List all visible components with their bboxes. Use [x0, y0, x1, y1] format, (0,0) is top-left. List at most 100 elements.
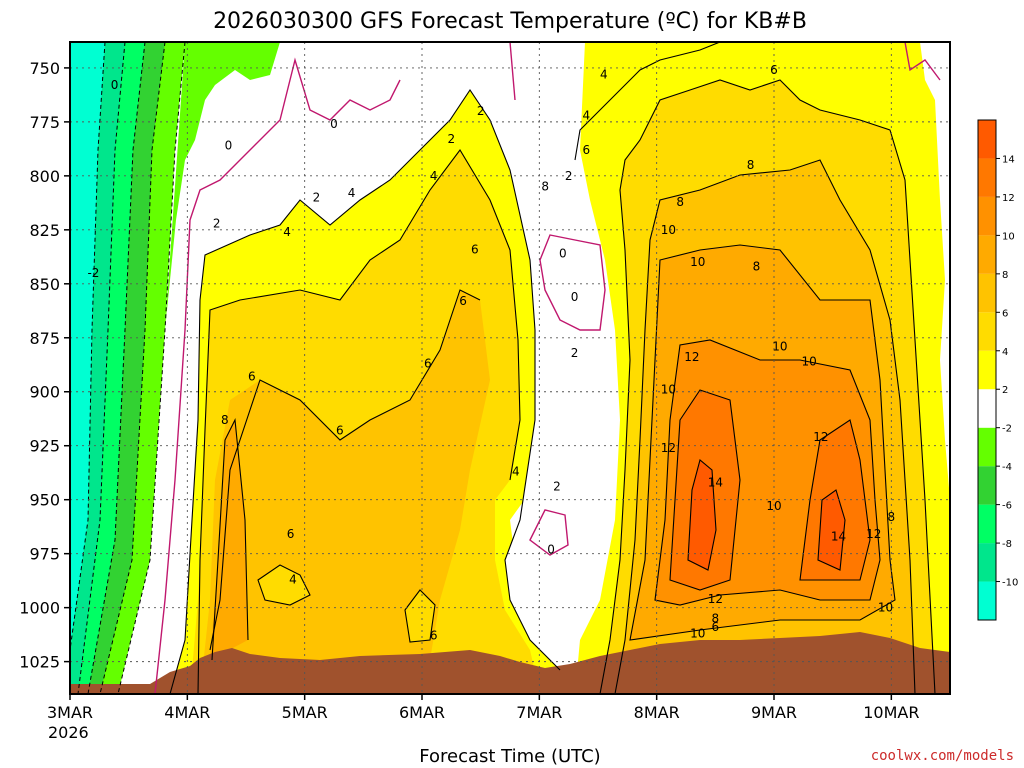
contour-label: 4 — [582, 108, 590, 122]
x-axis-title: Forecast Time (UTC) — [419, 746, 600, 767]
contour-label: 10 — [690, 255, 705, 269]
contour-label: 2 — [213, 216, 221, 230]
contour-label: 8 — [676, 195, 684, 209]
contour-label: 8 — [747, 158, 755, 172]
contour-label: 12 — [813, 430, 828, 444]
cold-region — [70, 42, 280, 694]
contour-label: 10 — [802, 355, 817, 369]
colorbar-swatch — [978, 273, 996, 313]
contour-label: 8 — [888, 510, 896, 524]
contour-label: 6 — [471, 242, 479, 256]
contour-label: 10 — [661, 223, 676, 237]
contour-label: 2 — [565, 169, 573, 183]
contour-label: 12 — [866, 527, 881, 541]
contour-label: 6 — [770, 63, 778, 77]
y-axis: 750 775 800 825 850 875 900 925 950 975 1000 1025 — [19, 59, 70, 672]
contour-label: 6 — [248, 370, 256, 384]
contour-labels: 0002222200220444444466666666668888888101… — [87, 63, 895, 643]
colorbar-frame — [977, 119, 997, 621]
x-tick-label: 6MAR — [399, 703, 445, 722]
colorbar-swatch — [978, 466, 996, 505]
x-tick-label: 10MAR — [863, 703, 919, 722]
y-tick-label: 800 — [29, 167, 60, 186]
grid — [70, 42, 950, 694]
cold-contours — [70, 42, 186, 694]
warm-region-2 — [575, 42, 950, 694]
contour-label: 2 — [313, 190, 321, 204]
colorbar-swatch — [978, 312, 996, 351]
y-tick-label: 900 — [29, 383, 60, 402]
y-tick-label: 1025 — [19, 653, 60, 672]
contour-label: 8 — [753, 260, 761, 274]
white-pocket — [510, 470, 580, 620]
colorbar-swatch — [978, 350, 996, 390]
x-axis: 3MAR 4MAR 5MAR 6MAR 7MAR 8MAR 9MAR 10MAR — [47, 694, 919, 722]
colorbar-label: -6 — [1002, 501, 1012, 512]
y-tick-label: 875 — [29, 329, 60, 348]
y-tick-label: 1000 — [19, 599, 60, 618]
colorbar-label: -2 — [1002, 424, 1012, 435]
contour-label: 4 — [348, 186, 356, 200]
x-tick-label: 5MAR — [282, 703, 328, 722]
credit-text: coolwx.com/models — [871, 748, 1014, 764]
contour-label: 6 — [712, 620, 720, 634]
colorbar-label: 10 — [1002, 231, 1015, 242]
contour-label: 10 — [661, 383, 676, 397]
contour-label: 4 — [283, 225, 291, 239]
colorbar-label: 8 — [1002, 270, 1008, 281]
x-tick-label: 7MAR — [516, 703, 562, 722]
contour-label: 8 — [221, 413, 229, 427]
x-tick-label: 4MAR — [164, 703, 210, 722]
contour-label: 10 — [766, 499, 781, 513]
contour-label: 6 — [459, 294, 467, 308]
contour-label: 2 — [448, 132, 456, 146]
contour-label: 4 — [600, 67, 608, 81]
colorbar-swatch — [978, 581, 996, 620]
contour-label: 0 — [111, 78, 119, 92]
contour-label: -2 — [87, 266, 99, 280]
colorbar-label: -8 — [1002, 539, 1012, 550]
colorbar: -10 -8 -6 -4 -2 2 4 6 8 10 12 14 — [977, 119, 1018, 621]
contour-label: 4 — [430, 169, 438, 183]
y-tick-label: 925 — [29, 437, 60, 456]
y-tick-label: 975 — [29, 545, 60, 564]
contour-label: 12 — [661, 441, 676, 455]
contour-label: 4 — [512, 465, 520, 479]
chart-title: 2026030300 GFS Forecast Temperature (ºC)… — [213, 9, 807, 34]
contour-label: 0 — [330, 117, 338, 131]
y-tick-label: 775 — [29, 113, 60, 132]
colorbar-swatch — [978, 427, 996, 467]
y-tick-label: 825 — [29, 221, 60, 240]
contour-lines — [169, 42, 936, 694]
y-tick-label: 750 — [29, 59, 60, 78]
contour-label: 8 — [712, 611, 720, 625]
contour-label: 10 — [878, 601, 893, 615]
colorbar-swatch — [978, 543, 996, 582]
contour-label: 14 — [831, 529, 846, 543]
contour-label: 12 — [684, 350, 699, 364]
y-tick-label: 850 — [29, 275, 60, 294]
x-tick-label: 3MAR — [47, 703, 93, 722]
x-tick-label: 8MAR — [634, 703, 680, 722]
colorbar-label: -10 — [1002, 578, 1018, 589]
colorbar-swatch — [978, 196, 996, 236]
contour-label: 6 — [424, 357, 432, 371]
colorbar-swatch — [978, 120, 996, 159]
colorbar-swatch — [978, 504, 996, 544]
x-axis-year-label: 2026 — [48, 723, 89, 742]
colorbar-label: 12 — [1002, 193, 1015, 204]
contour-label: 0 — [547, 542, 555, 556]
plot-area — [70, 42, 950, 694]
colorbar-label: 2 — [1002, 385, 1008, 396]
colorbar-swatch — [978, 158, 996, 197]
colorbar-label: 6 — [1002, 308, 1008, 319]
colorbar-swatch — [978, 235, 996, 274]
terrain — [70, 632, 950, 694]
contour-label: 6 — [582, 143, 590, 157]
colorbar-label: 14 — [1002, 154, 1015, 165]
colorbar-label: -4 — [1002, 462, 1012, 473]
y-tick-label: 950 — [29, 491, 60, 510]
contour-label: 2 — [553, 480, 561, 494]
contour-label: 6 — [336, 424, 344, 438]
